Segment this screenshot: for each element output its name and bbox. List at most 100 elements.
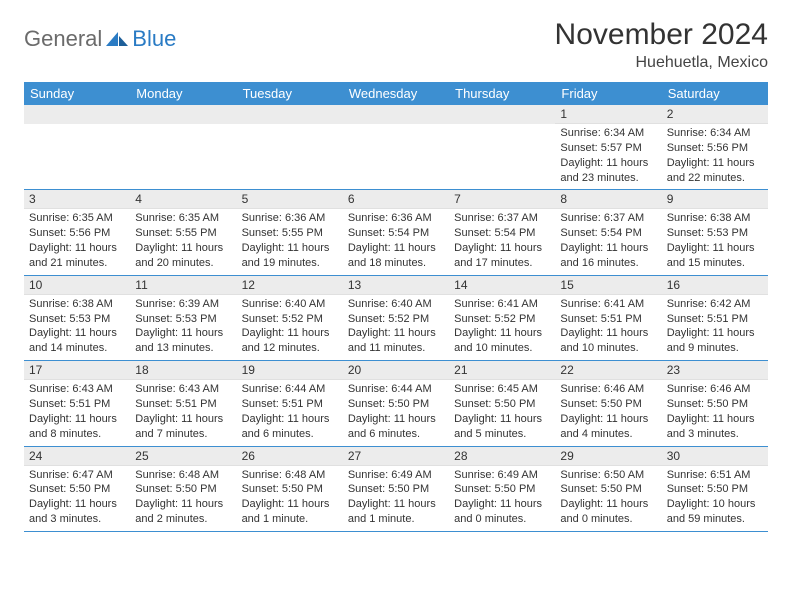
sunset-text: Sunset: 5:54 PM bbox=[560, 226, 656, 241]
day-body: Sunrise: 6:39 AMSunset: 5:53 PMDaylight:… bbox=[130, 295, 236, 360]
day-body: Sunrise: 6:49 AMSunset: 5:50 PMDaylight:… bbox=[449, 466, 555, 531]
sunset-text: Sunset: 5:54 PM bbox=[454, 226, 550, 241]
day-body: Sunrise: 6:51 AMSunset: 5:50 PMDaylight:… bbox=[662, 466, 768, 531]
daylight-text: Daylight: 11 hours and 1 minute. bbox=[348, 497, 444, 527]
day-body: Sunrise: 6:46 AMSunset: 5:50 PMDaylight:… bbox=[662, 380, 768, 445]
calendar-cell: 6Sunrise: 6:36 AMSunset: 5:54 PMDaylight… bbox=[343, 190, 449, 274]
day-number: 26 bbox=[237, 447, 343, 466]
day-number: 20 bbox=[343, 361, 449, 380]
calendar-cell: 14Sunrise: 6:41 AMSunset: 5:52 PMDayligh… bbox=[449, 276, 555, 360]
brand-logo: General Blue bbox=[24, 18, 176, 52]
calendar-cell: 20Sunrise: 6:44 AMSunset: 5:50 PMDayligh… bbox=[343, 361, 449, 445]
sunset-text: Sunset: 5:57 PM bbox=[560, 141, 656, 156]
sunrise-text: Sunrise: 6:48 AM bbox=[242, 468, 338, 483]
calendar-week: 17Sunrise: 6:43 AMSunset: 5:51 PMDayligh… bbox=[24, 361, 768, 446]
day-body: Sunrise: 6:41 AMSunset: 5:52 PMDaylight:… bbox=[449, 295, 555, 360]
calendar-cell: 18Sunrise: 6:43 AMSunset: 5:51 PMDayligh… bbox=[130, 361, 236, 445]
sunrise-text: Sunrise: 6:46 AM bbox=[667, 382, 763, 397]
day-number: 29 bbox=[555, 447, 661, 466]
weekday-label: Saturday bbox=[662, 82, 768, 105]
sunrise-text: Sunrise: 6:37 AM bbox=[560, 211, 656, 226]
day-body: Sunrise: 6:37 AMSunset: 5:54 PMDaylight:… bbox=[449, 209, 555, 274]
sunrise-text: Sunrise: 6:43 AM bbox=[29, 382, 125, 397]
weekday-label: Monday bbox=[130, 82, 236, 105]
daylight-text: Daylight: 11 hours and 12 minutes. bbox=[242, 326, 338, 356]
day-number: 6 bbox=[343, 190, 449, 209]
day-number: 1 bbox=[555, 105, 661, 124]
day-number: 27 bbox=[343, 447, 449, 466]
calendar-week: 10Sunrise: 6:38 AMSunset: 5:53 PMDayligh… bbox=[24, 276, 768, 361]
day-number: 28 bbox=[449, 447, 555, 466]
calendar-cell: 30Sunrise: 6:51 AMSunset: 5:50 PMDayligh… bbox=[662, 447, 768, 531]
weekday-label: Sunday bbox=[24, 82, 130, 105]
day-body: Sunrise: 6:46 AMSunset: 5:50 PMDaylight:… bbox=[555, 380, 661, 445]
day-body: Sunrise: 6:40 AMSunset: 5:52 PMDaylight:… bbox=[343, 295, 449, 360]
sunset-text: Sunset: 5:54 PM bbox=[348, 226, 444, 241]
sunset-text: Sunset: 5:53 PM bbox=[667, 226, 763, 241]
daylight-text: Daylight: 11 hours and 2 minutes. bbox=[135, 497, 231, 527]
daylight-text: Daylight: 11 hours and 15 minutes. bbox=[667, 241, 763, 271]
calendar-cell: 15Sunrise: 6:41 AMSunset: 5:51 PMDayligh… bbox=[555, 276, 661, 360]
sunset-text: Sunset: 5:51 PM bbox=[135, 397, 231, 412]
day-body: Sunrise: 6:36 AMSunset: 5:54 PMDaylight:… bbox=[343, 209, 449, 274]
sunrise-text: Sunrise: 6:40 AM bbox=[348, 297, 444, 312]
weekday-label: Wednesday bbox=[343, 82, 449, 105]
calendar-week: 1 Sunrise: 6:34 AMSunset: 5:57 PMDaylight… bbox=[24, 105, 768, 190]
sunset-text: Sunset: 5:53 PM bbox=[135, 312, 231, 327]
weekday-label: Tuesday bbox=[237, 82, 343, 105]
day-body: Sunrise: 6:44 AMSunset: 5:51 PMDaylight:… bbox=[237, 380, 343, 445]
day-number: 11 bbox=[130, 276, 236, 295]
empty-day-number bbox=[130, 105, 236, 124]
day-number: 30 bbox=[662, 447, 768, 466]
day-number: 25 bbox=[130, 447, 236, 466]
daylight-text: Daylight: 11 hours and 3 minutes. bbox=[667, 412, 763, 442]
calendar-cell: 5Sunrise: 6:36 AMSunset: 5:55 PMDaylight… bbox=[237, 190, 343, 274]
weekday-label: Friday bbox=[555, 82, 661, 105]
sunrise-text: Sunrise: 6:40 AM bbox=[242, 297, 338, 312]
sunset-text: Sunset: 5:51 PM bbox=[29, 397, 125, 412]
sunrise-text: Sunrise: 6:47 AM bbox=[29, 468, 125, 483]
calendar-cell: 9Sunrise: 6:38 AMSunset: 5:53 PMDaylight… bbox=[662, 190, 768, 274]
calendar-week: 24Sunrise: 6:47 AMSunset: 5:50 PMDayligh… bbox=[24, 447, 768, 532]
day-number: 16 bbox=[662, 276, 768, 295]
sunset-text: Sunset: 5:52 PM bbox=[348, 312, 444, 327]
day-number: 13 bbox=[343, 276, 449, 295]
day-body: Sunrise: 6:49 AMSunset: 5:50 PMDaylight:… bbox=[343, 466, 449, 531]
sunrise-text: Sunrise: 6:42 AM bbox=[667, 297, 763, 312]
day-number: 5 bbox=[237, 190, 343, 209]
daylight-text: Daylight: 11 hours and 1 minute. bbox=[242, 497, 338, 527]
day-number: 24 bbox=[24, 447, 130, 466]
weekday-label: Thursday bbox=[449, 82, 555, 105]
day-number: 22 bbox=[555, 361, 661, 380]
calendar-cell: 27Sunrise: 6:49 AMSunset: 5:50 PMDayligh… bbox=[343, 447, 449, 531]
sunrise-text: Sunrise: 6:45 AM bbox=[454, 382, 550, 397]
brand-text-1: General bbox=[24, 26, 102, 52]
calendar-cell: 16Sunrise: 6:42 AMSunset: 5:51 PMDayligh… bbox=[662, 276, 768, 360]
sunset-text: Sunset: 5:50 PM bbox=[135, 482, 231, 497]
empty-day-number bbox=[343, 105, 449, 124]
sunset-text: Sunset: 5:56 PM bbox=[667, 141, 763, 156]
sunrise-text: Sunrise: 6:34 AM bbox=[560, 126, 656, 141]
day-number: 8 bbox=[555, 190, 661, 209]
empty-day-number bbox=[24, 105, 130, 124]
daylight-text: Daylight: 11 hours and 14 minutes. bbox=[29, 326, 125, 356]
calendar-cell: 23Sunrise: 6:46 AMSunset: 5:50 PMDayligh… bbox=[662, 361, 768, 445]
day-number: 12 bbox=[237, 276, 343, 295]
daylight-text: Daylight: 11 hours and 21 minutes. bbox=[29, 241, 125, 271]
day-body: Sunrise: 6:45 AMSunset: 5:50 PMDaylight:… bbox=[449, 380, 555, 445]
day-number: 9 bbox=[662, 190, 768, 209]
sunset-text: Sunset: 5:55 PM bbox=[135, 226, 231, 241]
sunset-text: Sunset: 5:50 PM bbox=[29, 482, 125, 497]
day-body: Sunrise: 6:48 AMSunset: 5:50 PMDaylight:… bbox=[237, 466, 343, 531]
day-number: 23 bbox=[662, 361, 768, 380]
calendar-cell bbox=[343, 105, 449, 189]
day-number: 7 bbox=[449, 190, 555, 209]
sunrise-text: Sunrise: 6:38 AM bbox=[29, 297, 125, 312]
sunset-text: Sunset: 5:51 PM bbox=[242, 397, 338, 412]
day-number: 4 bbox=[130, 190, 236, 209]
sunrise-text: Sunrise: 6:44 AM bbox=[242, 382, 338, 397]
day-body: Sunrise: 6:44 AMSunset: 5:50 PMDaylight:… bbox=[343, 380, 449, 445]
calendar-grid: 1Sunrise: 6:34 AMSunset: 5:57 PMDaylight… bbox=[24, 105, 768, 532]
day-number: 17 bbox=[24, 361, 130, 380]
daylight-text: Daylight: 11 hours and 23 minutes. bbox=[560, 156, 656, 186]
